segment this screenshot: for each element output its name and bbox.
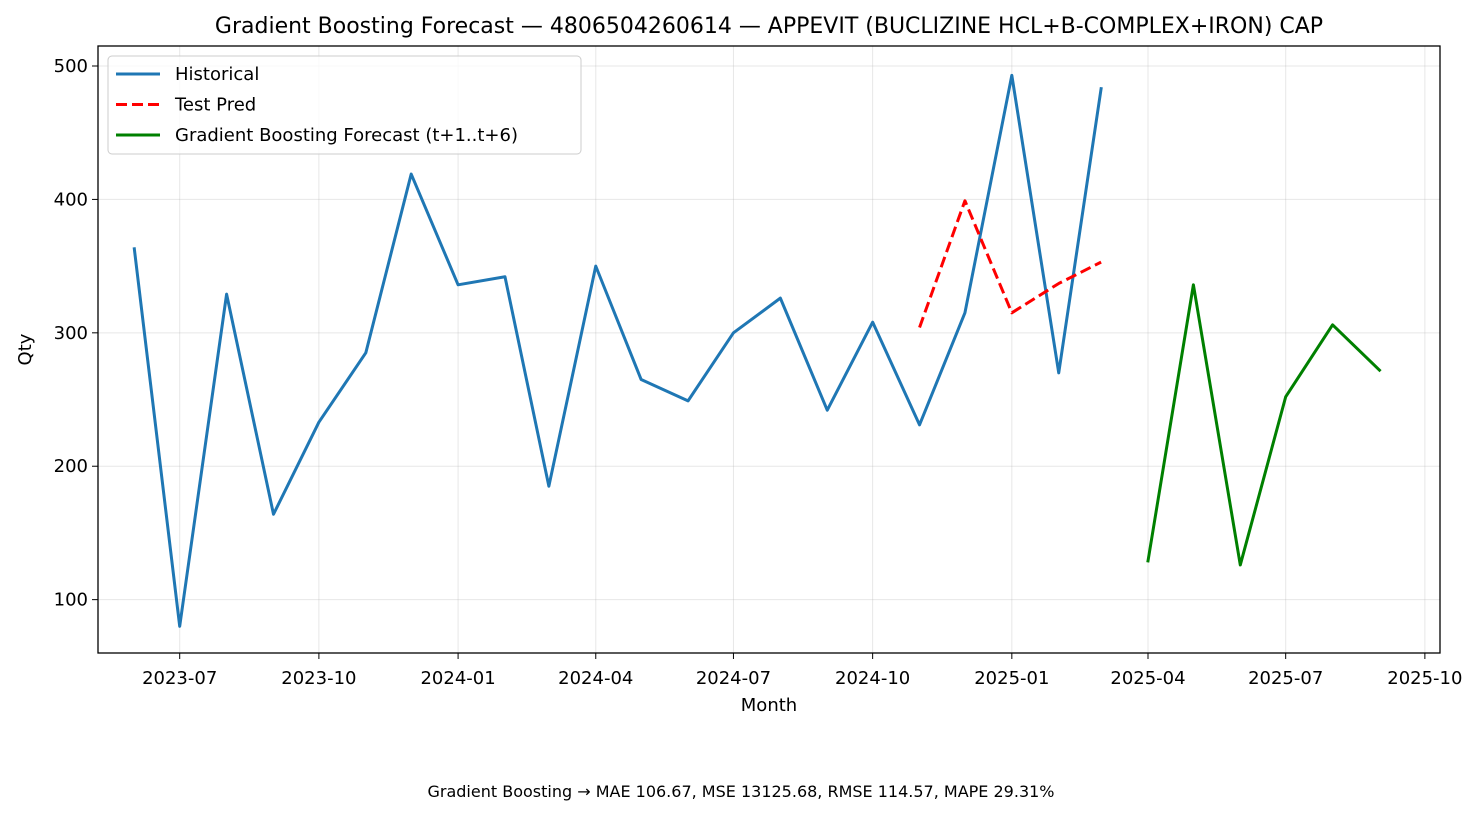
x-tick-label: 2025-10 (1387, 668, 1462, 689)
x-tick-label: 2024-10 (835, 668, 910, 689)
x-tick-label: 2024-07 (696, 668, 771, 689)
x-tick-label: 2023-07 (142, 668, 217, 689)
metrics-footer: Gradient Boosting → MAE 106.67, MSE 1312… (427, 782, 1055, 801)
x-tick-label: 2025-07 (1248, 668, 1323, 689)
x-tick-label: 2024-04 (558, 668, 633, 689)
legend-label-2: Gradient Boosting Forecast (t+1..t+6) (175, 125, 518, 146)
x-tick-label: 2024-01 (420, 668, 495, 689)
forecast-chart: 2023-07 2023-10 2024-01 2024-04 2024-07 2024-… (15, 14, 1462, 716)
axes-frame (97, 45, 1441, 654)
x-axis-label: Month (741, 695, 797, 716)
legend-label-1: Test Pred (174, 95, 256, 116)
y-tick-label: 500 (54, 56, 88, 77)
y-tick-label: 300 (54, 323, 88, 344)
x-tick-label: 2025-04 (1110, 668, 1185, 689)
x-tick-label: 2023-10 (281, 668, 356, 689)
series-line-2 (1146, 283, 1382, 567)
legend-label-0: Historical (175, 64, 259, 85)
y-tick-label: 100 (54, 590, 88, 611)
legend-box (107, 55, 582, 155)
y-tick-label: 200 (54, 456, 88, 477)
y-tick-label: 400 (54, 189, 88, 210)
chart-title: Gradient Boosting Forecast — 48065042606… (215, 14, 1323, 39)
series-line-0 (132, 73, 1103, 628)
y-axis-label: Qty (15, 333, 36, 365)
series-line-1 (918, 199, 1102, 328)
x-tick-label: 2025-01 (974, 668, 1049, 689)
